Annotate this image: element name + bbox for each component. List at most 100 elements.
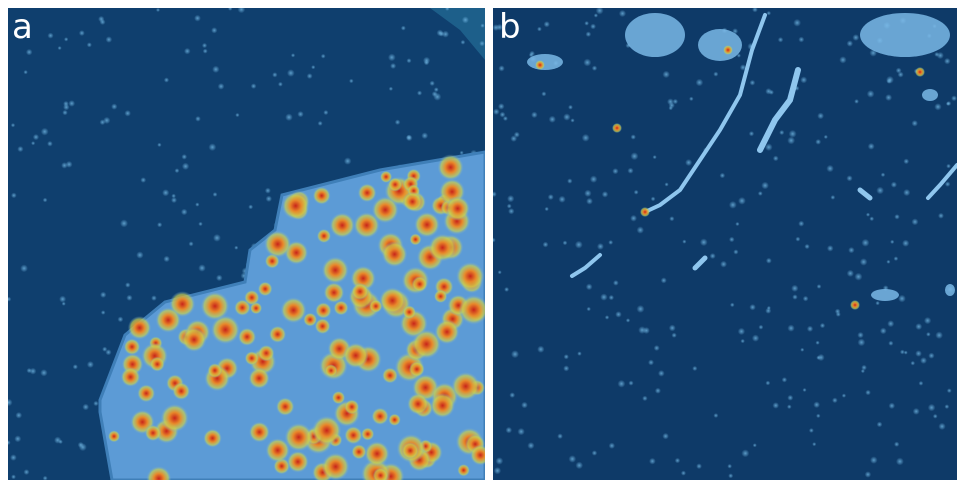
dot [596,7,604,15]
dot [938,213,944,219]
dot [349,79,354,84]
dot [480,23,484,27]
dot [792,294,797,299]
dot [609,295,614,300]
dot [156,8,160,12]
hot-spot [429,234,457,262]
dot [847,40,853,46]
dot [234,246,238,250]
dot [820,323,825,328]
dot [729,201,737,209]
dot [238,6,246,14]
dot [548,194,554,200]
dot [569,455,577,463]
dot [903,159,909,165]
dot [421,132,428,139]
dot [946,164,951,169]
dot [266,196,272,202]
hot-spot [315,302,331,318]
dot [658,370,665,377]
dot [98,16,104,22]
dot [493,109,499,115]
dot [125,282,130,287]
hot-spot [369,299,382,312]
dot [815,139,821,145]
hot-spot [150,357,165,372]
dot [544,21,550,27]
dot [672,333,677,338]
dot [291,53,295,57]
dot [753,443,757,447]
dot [494,467,501,474]
dot [567,178,572,183]
dot [880,328,887,335]
dot [318,121,323,126]
hot-spot [438,154,464,180]
dot [43,476,48,481]
hot-spot [382,241,408,267]
dot [685,159,692,166]
hot-spot [245,351,259,365]
dot [886,79,891,84]
dot [5,399,12,406]
dot [344,157,351,164]
dot [903,189,910,196]
dot [865,471,871,477]
dot [406,135,413,142]
dot [662,433,669,440]
dot [323,110,328,115]
hot-spot [434,290,447,303]
dot [729,237,735,243]
dot [613,280,619,286]
dot [804,244,809,249]
dot [767,306,771,310]
dot [912,120,918,126]
dot [11,193,17,199]
hot-spot [470,445,491,466]
dot [211,27,217,33]
dot [586,31,592,37]
dot [407,58,412,63]
dot [140,177,146,183]
dot [506,427,512,433]
dot [710,253,716,259]
dot [787,395,793,401]
dot [79,30,85,36]
dot [741,339,745,343]
dot [82,404,89,411]
hot-spot [137,384,155,402]
dot [738,197,746,205]
dot [182,154,188,160]
dot [157,143,161,147]
hot-spot [155,307,180,332]
dot [779,130,784,135]
dot [212,66,219,73]
dot [184,48,191,55]
dot [6,297,11,302]
dot [198,264,206,272]
dot [809,428,814,433]
dot [62,110,67,115]
dot [720,261,727,268]
dot [203,49,208,54]
hot-spot [456,262,484,290]
dot [727,464,732,469]
dot [514,132,520,138]
dot [395,119,400,124]
dot [848,247,854,253]
dot [860,258,868,266]
dot [5,440,10,445]
dot [896,458,904,466]
dot [568,105,573,110]
hot-spot [287,451,309,473]
dot [118,316,124,322]
dot [27,368,32,373]
dot [787,404,792,409]
dot [33,134,39,140]
dot [898,295,906,303]
dot [87,361,94,368]
dot [730,303,735,308]
dot [462,16,469,23]
dot [865,390,871,396]
dot [164,77,169,82]
